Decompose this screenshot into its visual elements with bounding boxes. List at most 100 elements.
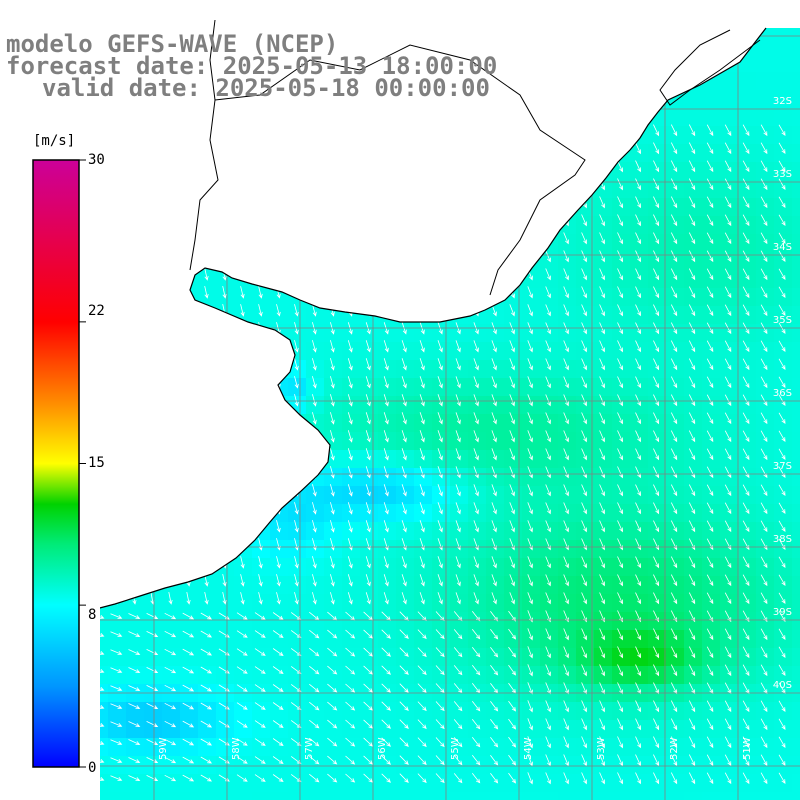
wind-arrow	[490, 664, 499, 676]
speed-cell	[360, 774, 379, 793]
wind-arrow	[742, 286, 750, 299]
speed-cell	[720, 378, 739, 397]
speed-cell	[792, 144, 800, 163]
speed-cell	[594, 702, 613, 721]
wind-arrow	[724, 304, 732, 317]
wind-arrow	[330, 466, 335, 479]
speed-cell	[576, 594, 595, 613]
speed-cell	[630, 774, 649, 793]
wind-arrow	[490, 736, 499, 748]
speed-cell	[414, 612, 433, 631]
wind-arrow	[706, 376, 714, 389]
speed-cell	[702, 396, 721, 415]
wind-arrow	[635, 646, 641, 659]
wind-arrow	[706, 412, 714, 425]
speed-cell	[720, 756, 739, 775]
speed-cell	[702, 666, 721, 685]
wind-arrow	[724, 592, 732, 605]
wind-arrow	[399, 629, 409, 639]
wind-arrow	[670, 502, 678, 515]
speed-cell	[756, 360, 775, 379]
wind-arrow	[399, 701, 409, 711]
wind-arrow	[419, 574, 425, 587]
wind-arrow	[688, 520, 696, 533]
wind-arrow	[164, 756, 177, 764]
wind-arrow	[742, 484, 750, 497]
speed-cell	[774, 126, 793, 145]
speed-cell	[324, 720, 343, 739]
speed-cell	[792, 774, 800, 793]
speed-cell	[756, 108, 775, 127]
wind-arrow	[146, 739, 159, 745]
speed-cell	[648, 270, 667, 289]
speed-cell	[540, 576, 559, 595]
wind-arrow	[581, 286, 587, 299]
wind-arrow	[240, 556, 245, 569]
speed-cell	[576, 558, 595, 577]
wind-arrow	[724, 484, 732, 497]
speed-cell	[666, 432, 685, 451]
speed-cell	[108, 702, 127, 721]
wind-arrow	[240, 286, 245, 299]
speed-cell	[684, 450, 703, 469]
wind-arrow	[724, 556, 732, 569]
lat-label: 36S	[773, 388, 792, 399]
wind-arrow	[760, 466, 768, 479]
wind-arrow	[688, 160, 696, 173]
wind-arrow	[670, 700, 678, 713]
wind-arrow	[635, 772, 641, 785]
speed-cell	[666, 504, 685, 523]
wind-arrow	[258, 574, 263, 587]
speed-cell	[612, 216, 631, 235]
speed-cell	[738, 432, 757, 451]
speed-cell	[720, 648, 739, 667]
wind-arrow	[347, 340, 353, 353]
wind-arrow	[509, 574, 515, 587]
speed-cell	[378, 702, 397, 721]
wind-arrow	[509, 430, 515, 443]
wind-arrow	[491, 430, 497, 443]
speed-cell	[540, 288, 559, 307]
wind-arrow	[688, 214, 696, 227]
speed-cell	[612, 630, 631, 649]
wind-arrow	[272, 666, 284, 675]
wind-arrow	[599, 340, 605, 353]
speed-cell	[504, 756, 523, 775]
wind-arrow	[635, 232, 641, 245]
speed-cell	[774, 90, 793, 109]
speed-cell	[468, 720, 487, 739]
wind-arrow	[294, 502, 299, 515]
wind-arrow	[635, 268, 641, 281]
wind-arrow	[236, 648, 248, 656]
wind-arrow	[653, 556, 659, 569]
wind-arrow	[437, 358, 443, 371]
speed-cell	[468, 774, 487, 793]
wind-arrow	[670, 664, 678, 677]
wind-arrow	[182, 702, 195, 710]
speed-cell	[648, 396, 667, 415]
speed-cell	[756, 558, 775, 577]
speed-cell	[612, 720, 631, 739]
wind-arrow	[599, 718, 605, 731]
wind-arrow	[653, 412, 659, 425]
speed-cell	[702, 90, 721, 109]
wind-arrow	[617, 646, 623, 659]
speed-cell	[144, 792, 163, 800]
speed-cell	[288, 648, 307, 667]
lat-label: 35S	[773, 315, 792, 326]
wind-arrow	[164, 738, 177, 746]
speed-cell	[684, 252, 703, 271]
wind-arrow	[437, 556, 443, 569]
speed-cell	[630, 702, 649, 721]
speed-cell	[684, 612, 703, 631]
wind-arrow	[688, 646, 696, 659]
wind-arrow	[563, 430, 569, 443]
speed-cell	[162, 630, 181, 649]
speed-cell	[576, 450, 595, 469]
wind-arrow	[688, 772, 696, 785]
speed-cell	[648, 432, 667, 451]
wind-arrow	[327, 665, 338, 675]
speed-cell	[648, 414, 667, 433]
wind-arrow	[294, 574, 299, 587]
